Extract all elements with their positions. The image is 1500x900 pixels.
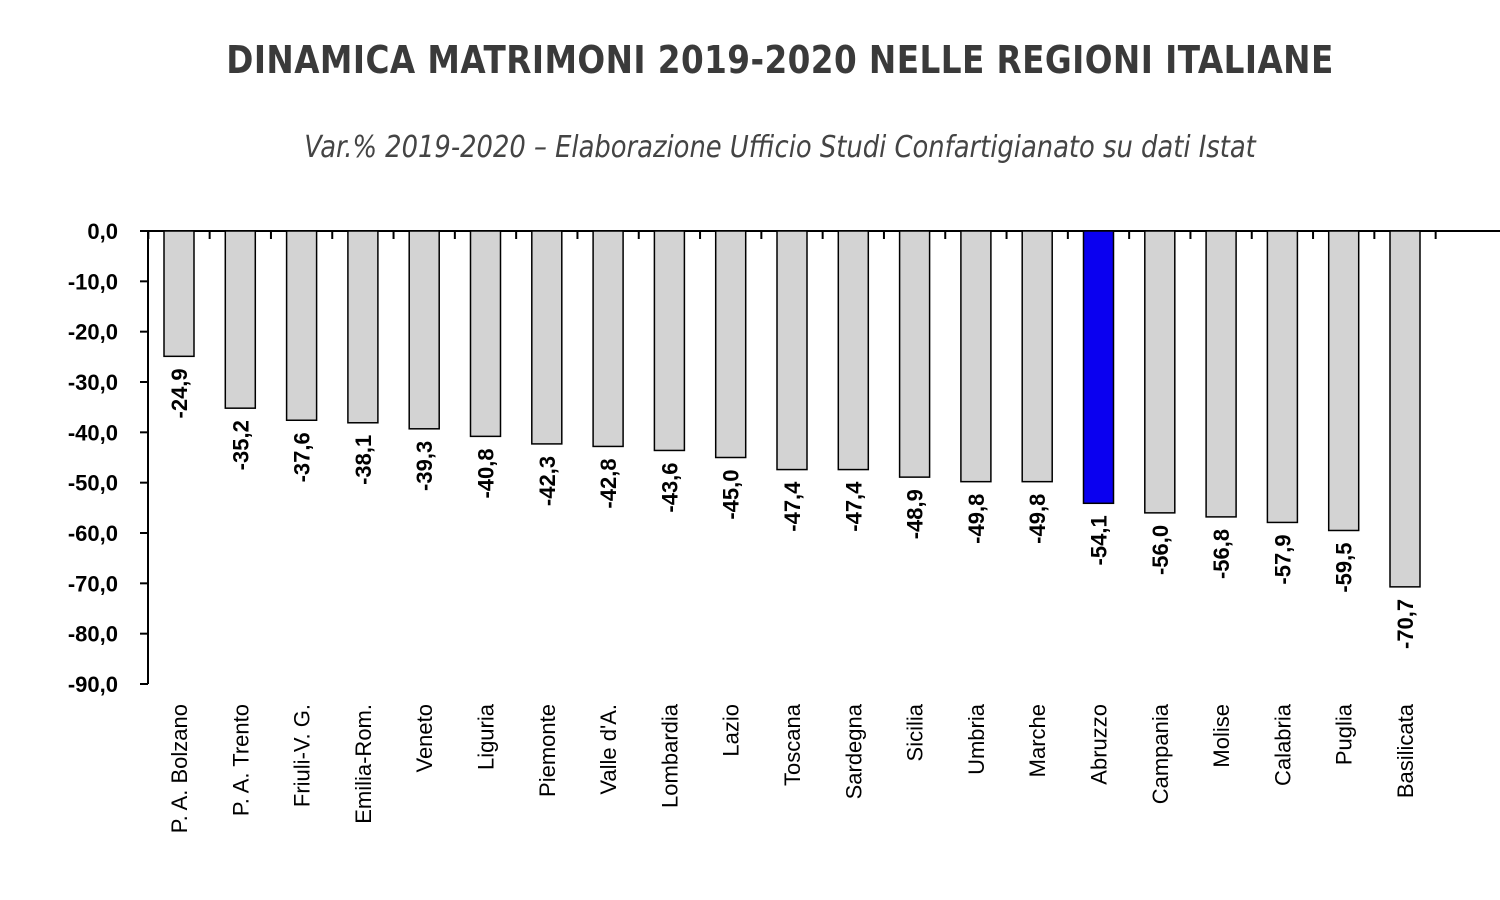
chart-subtitle: Var.% 2019-2020 – Elaborazione Ufficio S…: [304, 130, 1256, 165]
category-label: Campania: [1148, 703, 1173, 804]
y-tick-label: -90,0: [68, 672, 118, 697]
data-labels: -24,9 -35,2 -37,6 -38,1 -39,3 -40,8 -42,3 -42,8…: [167, 368, 1418, 649]
category-label: Marche: [1025, 704, 1050, 777]
bar: [469, 230, 502, 438]
bar: [1327, 230, 1360, 532]
category-label: P. A. Trento: [228, 704, 253, 816]
data-label: -70,7: [1393, 599, 1418, 649]
data-label: -49,8: [964, 494, 989, 544]
data-label: -54,1: [1087, 515, 1112, 565]
bar: [653, 230, 686, 452]
bar: [1389, 230, 1421, 588]
y-tick-label: -60,0: [68, 521, 118, 546]
data-label: -47,4: [841, 481, 866, 532]
category-labels: P. A. Bolzano P. A. Trento Friuli-V. G. Emi…: [167, 703, 1418, 833]
data-label: -42,3: [535, 456, 560, 506]
data-label: -49,8: [1025, 494, 1050, 544]
data-label: -40,8: [474, 448, 499, 498]
bar: [960, 230, 992, 483]
bar: [837, 230, 870, 471]
y-tick-label: -20,0: [68, 320, 118, 345]
y-tick-label: 0,0: [87, 219, 118, 244]
y-tick-label: -80,0: [68, 622, 118, 647]
bar: [1144, 230, 1176, 514]
bar: [347, 230, 379, 424]
category-label: Friuli-V. G.: [290, 704, 315, 807]
data-label: -42,8: [596, 458, 621, 508]
bar: [531, 230, 563, 445]
category-label: Lazio: [719, 704, 744, 757]
category-label: P. A. Bolzano: [167, 704, 192, 833]
category-label: Molise: [1209, 704, 1234, 768]
category-label: Puglia: [1332, 703, 1357, 765]
category-label: Umbria: [964, 703, 989, 775]
data-label: -47,4: [780, 481, 805, 532]
data-label: -48,9: [903, 489, 928, 539]
y-tick-label: -50,0: [68, 471, 118, 496]
data-label: -59,5: [1332, 542, 1357, 592]
bar: [776, 230, 808, 471]
category-label: Veneto: [412, 704, 437, 773]
data-label: -56,0: [1148, 525, 1173, 575]
data-label: -39,3: [412, 441, 437, 491]
data-label: -43,6: [657, 462, 682, 512]
category-label: Basilicata: [1393, 703, 1418, 798]
bar: [1021, 230, 1053, 483]
y-axis: 0,0 -10,0 -20,0 -30,0 -40,0 -50,0 -60,0 -70,0 -8…: [68, 219, 149, 697]
category-label: Sardegna: [841, 703, 866, 799]
chart-title: DINAMICA MATRIMONI 2019-2020 NELLE REGIO…: [226, 38, 1334, 82]
y-tick-label: -70,0: [68, 571, 118, 596]
bar: [714, 230, 747, 459]
y-tick-label: -40,0: [68, 420, 118, 445]
data-label: -56,8: [1209, 529, 1234, 579]
data-label: -35,2: [228, 420, 253, 470]
bar: [1266, 230, 1299, 524]
category-label: Piemonte: [535, 704, 560, 797]
bar: [224, 230, 257, 409]
bar: [163, 230, 195, 358]
category-label: Lombardia: [657, 703, 682, 808]
category-label: Abruzzo: [1087, 704, 1112, 785]
category-label: Liguria: [474, 703, 499, 770]
category-label: Toscana: [780, 703, 805, 786]
category-label: Valle d'A.: [596, 704, 621, 795]
data-label: -38,1: [351, 435, 376, 485]
bar: [408, 230, 440, 430]
category-label: Sicilia: [903, 703, 928, 761]
bars: [163, 230, 1421, 588]
y-tick-label: -30,0: [68, 370, 118, 395]
y-tick-label: -10,0: [68, 269, 118, 294]
data-label: -37,6: [290, 432, 315, 482]
bar: [1205, 230, 1237, 518]
bar: [592, 230, 624, 448]
category-label: Emilia-Rom.: [351, 704, 376, 824]
bar: [285, 230, 318, 422]
category-label: Calabria: [1270, 703, 1295, 786]
data-label: -24,9: [167, 368, 192, 418]
bar: [898, 230, 931, 478]
data-label: -57,9: [1270, 534, 1295, 584]
data-label: -45,0: [719, 470, 744, 520]
bar: [1082, 230, 1115, 505]
